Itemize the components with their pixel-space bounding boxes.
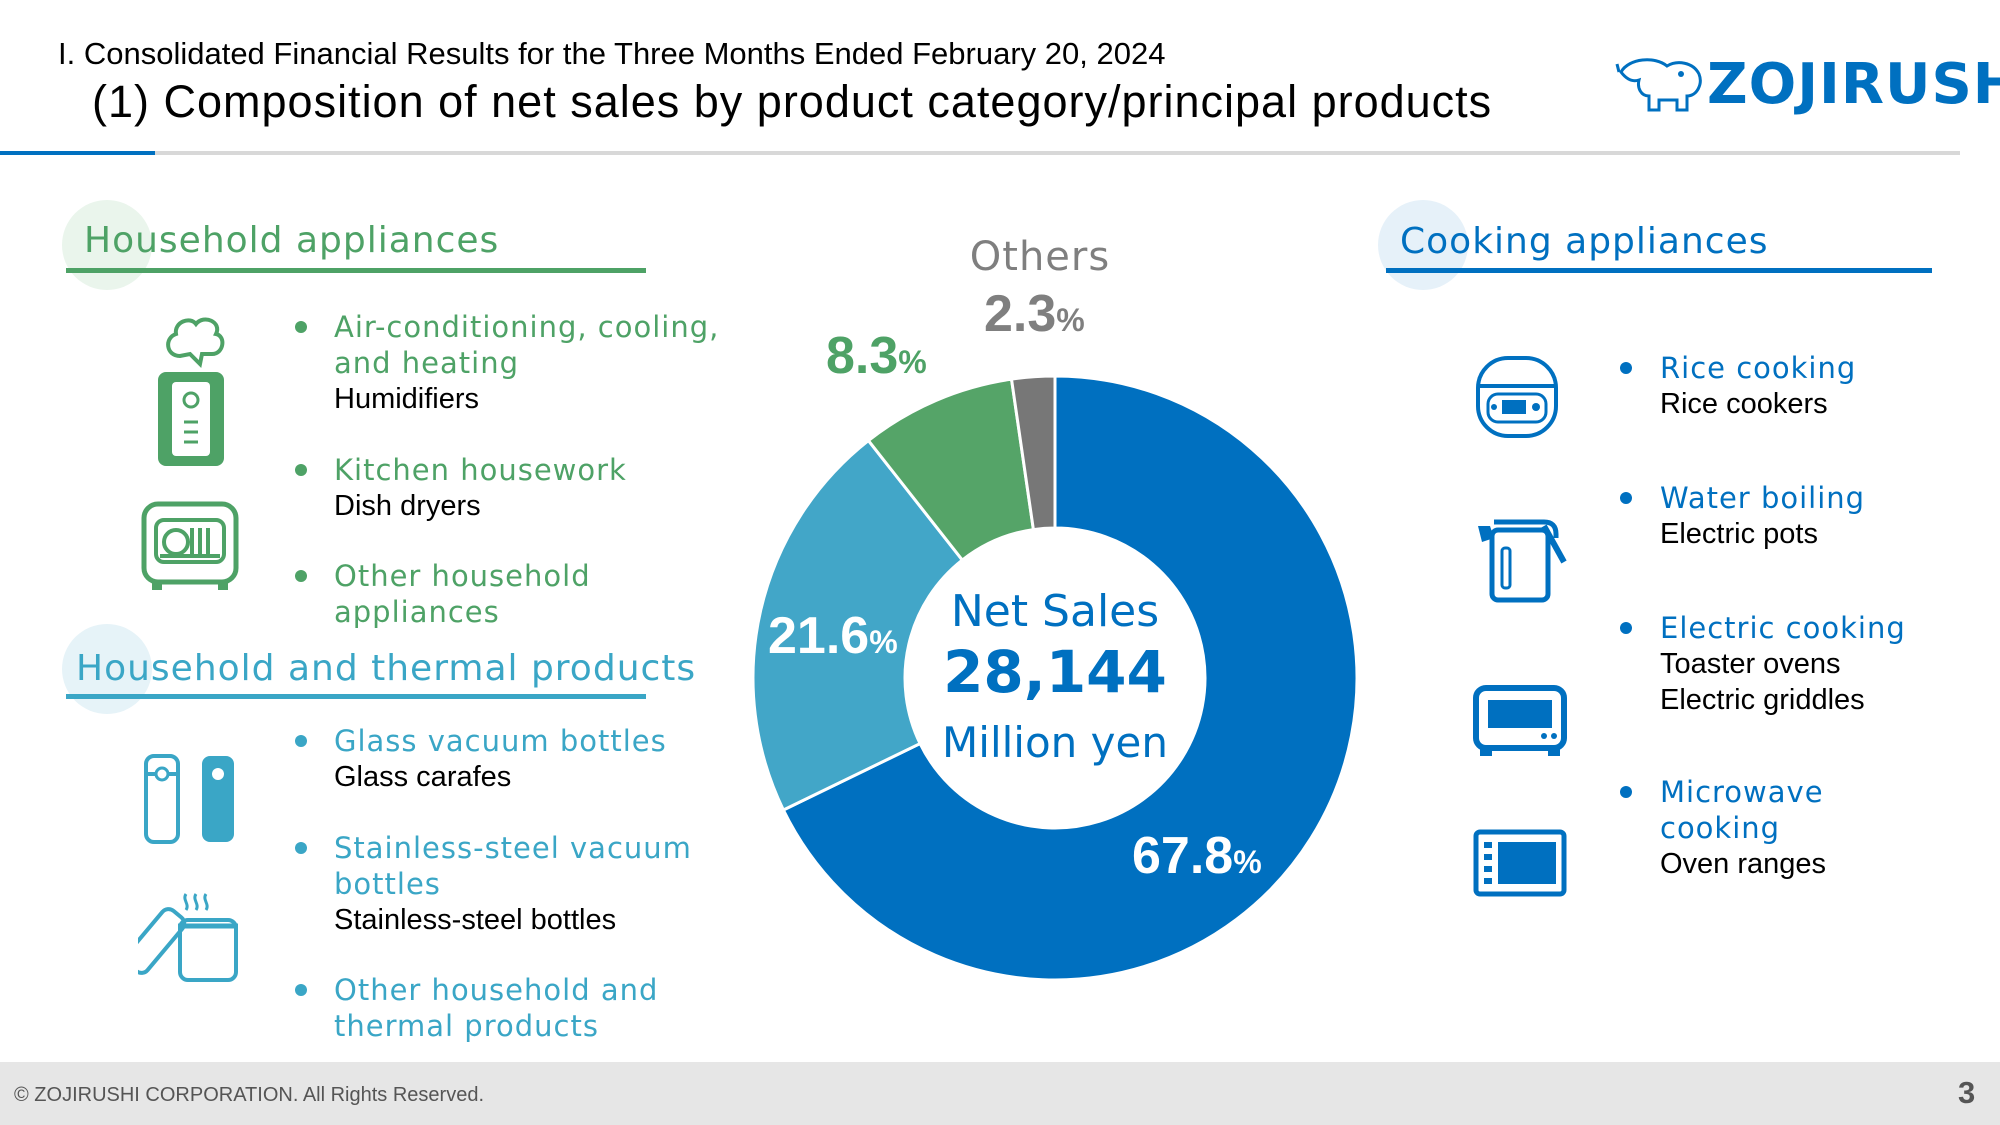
- bullet-dot: [295, 321, 307, 333]
- product-label: Dish dryers: [334, 490, 481, 522]
- category-label: Microwave cooking: [1660, 775, 1824, 845]
- header-divider-accent: [0, 151, 155, 155]
- page-title: (1) Composition of net sales by product …: [92, 76, 1493, 127]
- others-slice-name: Others: [969, 234, 1111, 280]
- category-label: Glass vacuum bottles: [334, 724, 667, 758]
- bullet-dot: [1620, 622, 1632, 634]
- list-item: Water boiling Electric pots: [1660, 480, 1960, 552]
- list-item: Other household and thermal products: [334, 972, 674, 1044]
- list-item: Kitchen housework Dish dryers: [334, 452, 724, 524]
- bullet-dot: [295, 464, 307, 476]
- household-thermal-rule: [66, 694, 646, 699]
- data-label-household-appliances: 8.3%: [826, 327, 927, 385]
- product-label: Electric pots: [1660, 518, 1818, 550]
- electric-pot-icon: [1478, 519, 1567, 603]
- household-appliances-rule: [66, 268, 646, 273]
- list-item: Microwave cooking Oven ranges: [1660, 774, 1860, 882]
- bullet-dot: [1620, 786, 1632, 798]
- bullet-dot: [1620, 492, 1632, 504]
- product-label: Glass carafes: [334, 761, 512, 793]
- donut-center-value: 28,144: [943, 638, 1167, 706]
- toaster-oven-icon: [1473, 685, 1567, 756]
- donut-center-unit: Million yen: [942, 718, 1168, 767]
- category-label: Other household appliances: [334, 559, 591, 629]
- slice-cooking-appliances: [781, 374, 1359, 982]
- slice-household-thermal: [751, 438, 965, 813]
- page-number: 3: [1958, 1075, 1976, 1110]
- section-badge-circle: [62, 200, 152, 290]
- category-label: Rice cooking: [1660, 351, 1857, 385]
- product-label: Stainless-steel bottles: [334, 904, 617, 936]
- category-label: Air-conditioning, cooling, and heating: [334, 310, 720, 380]
- copyright-text: © ZOJIRUSHI CORPORATION. All Rights Rese…: [14, 1084, 485, 1106]
- product-label: Toaster ovens: [1660, 648, 1841, 680]
- section-badge-circle: [1378, 200, 1468, 290]
- rice-cooker-icon: [1476, 356, 1558, 438]
- product-label: Humidifiers: [334, 383, 480, 415]
- bullet-dot: [1620, 362, 1632, 374]
- product-label: Electric griddles: [1660, 684, 1865, 716]
- section-badge-circle: [62, 624, 152, 714]
- bullet-dot: [295, 984, 307, 996]
- list-item: Electric cooking Toaster ovens Electric …: [1660, 610, 1960, 718]
- cooking-appliances-rule: [1386, 268, 1932, 273]
- footer-bar: [0, 1062, 2000, 1125]
- list-item: Air-conditioning, cooling, and heating H…: [334, 309, 724, 417]
- list-item: Other household appliances: [334, 558, 634, 630]
- stainless-bottle-icon: [138, 893, 238, 982]
- list-item: Glass vacuum bottles Glass carafes: [334, 723, 724, 795]
- category-label: Water boiling: [1660, 481, 1866, 515]
- vacuum-bottle-icon: [144, 754, 234, 844]
- bullet-dot: [295, 842, 307, 854]
- logo-wordmark: ZOJIRUSHI: [1707, 52, 2000, 117]
- list-item: Stainless-steel vacuum bottles Stainless…: [334, 830, 704, 938]
- category-label: Kitchen housework: [334, 453, 627, 487]
- bullet-dot: [295, 735, 307, 747]
- data-label-cooking: 67.8%: [1132, 827, 1262, 885]
- header-divider: [0, 151, 1960, 155]
- list-item: Rice cooking Rice cookers: [1660, 350, 1960, 422]
- data-label-household-thermal: 21.6%: [768, 607, 898, 665]
- data-label-others: 2.3%: [984, 285, 1085, 343]
- category-label: Other household and thermal products: [334, 973, 659, 1043]
- category-label: Stainless-steel vacuum bottles: [334, 831, 692, 901]
- dish-dryer-icon: [141, 501, 239, 590]
- microwave-oven-icon: [1473, 829, 1567, 897]
- household-thermal-heading: Household and thermal products: [76, 648, 697, 689]
- household-appliances-heading: Household appliances: [84, 220, 500, 261]
- category-label: Electric cooking: [1660, 611, 1906, 645]
- slice-others: [1009, 374, 1057, 532]
- product-label: Rice cookers: [1660, 388, 1828, 420]
- humidifier-icon: [158, 317, 225, 466]
- section-subtitle: I. Consolidated Financial Results for th…: [58, 36, 1166, 71]
- product-label: Oven ranges: [1660, 848, 1827, 880]
- bullet-dot: [295, 570, 307, 582]
- elephant-logo-icon: [1615, 58, 1702, 112]
- cooking-appliances-heading: Cooking appliances: [1400, 221, 1769, 262]
- donut-center-title: Net Sales: [950, 586, 1160, 637]
